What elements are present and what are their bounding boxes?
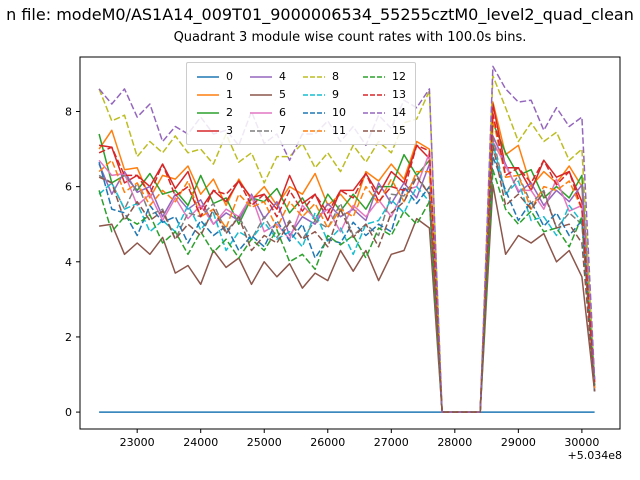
series-line-12	[98, 168, 596, 413]
series-line-3	[98, 103, 596, 413]
x-tick-label: 27000	[374, 436, 409, 449]
legend-item-10: 10	[302, 104, 346, 121]
legend-item-12: 12	[362, 68, 406, 85]
series-line-8	[98, 75, 596, 413]
legend-label: 4	[279, 70, 286, 83]
series-line-2	[98, 122, 596, 413]
legend-line-sample	[197, 129, 219, 132]
x-tick-label: 28000	[437, 436, 472, 449]
legend-label: 7	[279, 124, 286, 137]
legend-label: 1	[226, 88, 233, 101]
legend-line-sample	[363, 93, 385, 96]
legend-line-sample	[250, 75, 272, 78]
x-tick-label: 25000	[247, 436, 282, 449]
legend-line-sample	[363, 129, 385, 132]
legend-label: 15	[392, 124, 406, 137]
series-line-7	[98, 137, 596, 413]
legend-item-4: 4	[249, 68, 286, 85]
legend-item-3: 3	[196, 122, 233, 139]
x-tick-label: 26000	[310, 436, 345, 449]
legend-label: 11	[332, 124, 346, 137]
legend-line-sample	[303, 111, 325, 114]
legend-line-sample	[303, 75, 325, 78]
series-line-5	[98, 184, 596, 413]
legend-label: 5	[279, 88, 286, 101]
legend-column: 12 13 14 15	[362, 68, 406, 139]
legend-line-sample	[250, 111, 272, 114]
legend-line-sample	[303, 129, 325, 132]
legend-item-1: 1	[196, 86, 233, 103]
series-line-9	[98, 142, 596, 413]
legend-item-7: 7	[249, 122, 286, 139]
legend-item-15: 15	[362, 122, 406, 139]
legend-column: 8 9 10 11	[302, 68, 346, 139]
legend-item-2: 2	[196, 104, 233, 121]
y-tick-label: 0	[65, 406, 72, 419]
legend-line-sample	[250, 129, 272, 132]
series-line-13	[98, 112, 596, 413]
legend-label: 10	[332, 106, 346, 119]
legend-label: 13	[392, 88, 406, 101]
y-tick-label: 6	[65, 181, 72, 194]
legend-item-13: 13	[362, 86, 406, 103]
legend-line-sample	[250, 93, 272, 96]
legend-item-8: 8	[302, 68, 346, 85]
x-tick-label: 23000	[120, 436, 155, 449]
x-tick-label: 30000	[564, 436, 599, 449]
legend-line-sample	[197, 111, 219, 114]
series-line-15	[98, 144, 596, 413]
legend-line-sample	[363, 111, 385, 114]
legend-label: 3	[226, 124, 233, 137]
series-line-11	[98, 118, 596, 413]
legend-item-9: 9	[302, 86, 346, 103]
x-axis-offset-label: +5.034e8	[567, 449, 622, 462]
legend-item-6: 6	[249, 104, 286, 121]
series-line-10	[98, 155, 596, 413]
legend-label: 14	[392, 106, 406, 119]
legend-item-11: 11	[302, 122, 346, 139]
legend-label: 9	[332, 88, 339, 101]
legend-label: 12	[392, 70, 406, 83]
legend-label: 0	[226, 70, 233, 83]
legend-label: 2	[226, 106, 233, 119]
legend-line-sample	[363, 75, 385, 78]
legend-item-5: 5	[249, 86, 286, 103]
x-tick-label: 24000	[183, 436, 218, 449]
legend-label: 8	[332, 70, 339, 83]
chart-title: Quadrant 3 module wise count rates with …	[173, 30, 527, 45]
series-line-4	[98, 135, 596, 413]
y-tick-label: 8	[65, 105, 72, 118]
file-title: n file: modeM0/AS1A14_009T01_9000006534_…	[6, 5, 634, 24]
legend-item-0: 0	[196, 68, 233, 85]
x-tick-label: 29000	[501, 436, 536, 449]
legend-line-sample	[197, 75, 219, 78]
legend-line-sample	[303, 93, 325, 96]
legend-column: 4 5 6 7	[249, 68, 286, 139]
y-tick-label: 4	[65, 256, 72, 269]
legend: 0 1 2 3 4 5 6 7 8 9 10 11 12 13 14 15	[186, 62, 416, 145]
axes-spines	[79, 56, 621, 430]
legend-column: 0 1 2 3	[196, 68, 233, 139]
series-line-1	[98, 101, 596, 413]
legend-item-14: 14	[362, 104, 406, 121]
legend-line-sample	[197, 93, 219, 96]
legend-label: 6	[279, 106, 286, 119]
y-tick-label: 2	[65, 331, 72, 344]
